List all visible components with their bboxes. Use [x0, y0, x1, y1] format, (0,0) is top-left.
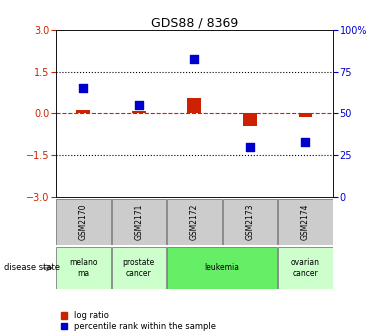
Point: [303, 139, 309, 144]
Text: ovarian
cancer: ovarian cancer: [291, 258, 320, 278]
Legend: log ratio, percentile rank within the sample: log ratio, percentile rank within the sa…: [60, 310, 217, 332]
Text: GSM2174: GSM2174: [301, 204, 310, 240]
Bar: [56, 199, 111, 245]
Bar: [278, 199, 333, 245]
Point: [192, 56, 198, 61]
Text: GSM2171: GSM2171: [134, 204, 143, 240]
Bar: [278, 247, 333, 289]
Point: [136, 102, 142, 108]
Bar: [223, 199, 277, 245]
Bar: [132, 111, 146, 114]
Text: prostate
cancer: prostate cancer: [123, 258, 155, 278]
Point: [247, 144, 253, 150]
Bar: [111, 247, 166, 289]
Bar: [56, 247, 111, 289]
Bar: [111, 199, 166, 245]
Text: melano
ma: melano ma: [69, 258, 98, 278]
Bar: [76, 110, 90, 114]
Bar: [187, 98, 201, 114]
Point: [80, 86, 87, 91]
Bar: [167, 199, 222, 245]
Bar: [298, 114, 313, 117]
Text: leukemia: leukemia: [205, 263, 240, 272]
Text: GSM2172: GSM2172: [190, 204, 199, 240]
Text: disease state: disease state: [4, 263, 60, 271]
Bar: [243, 114, 257, 126]
Title: GDS88 / 8369: GDS88 / 8369: [151, 16, 238, 29]
Text: GSM2173: GSM2173: [246, 204, 254, 240]
Text: GSM2170: GSM2170: [79, 204, 88, 240]
Bar: [167, 247, 277, 289]
